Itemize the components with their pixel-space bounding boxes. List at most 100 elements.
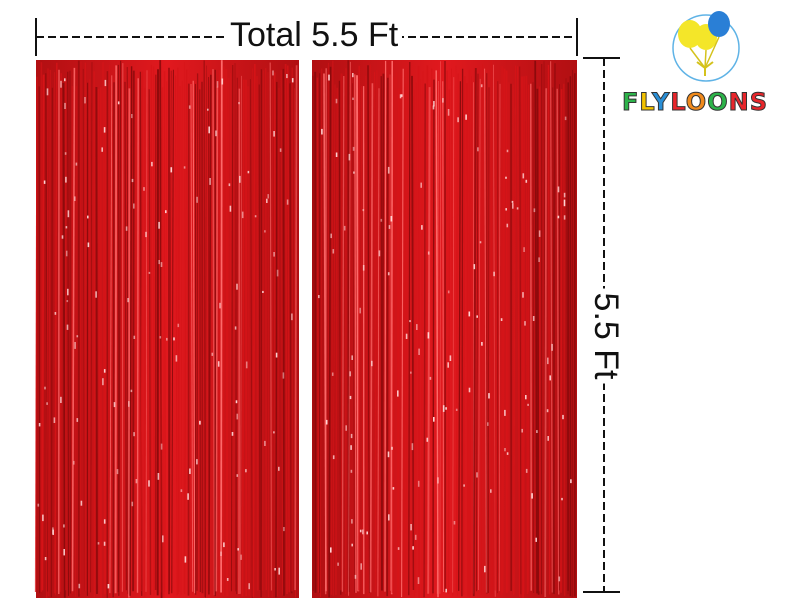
foil-sparkle <box>234 326 237 330</box>
foil-sparkle <box>189 468 191 474</box>
foil-strand <box>50 87 54 598</box>
foil-strand <box>284 63 288 595</box>
balloons-icon <box>672 11 740 82</box>
foil-sparkle <box>73 460 75 465</box>
foil-sparkle <box>87 242 90 248</box>
foil-strand <box>192 80 196 594</box>
foil-strand <box>287 65 290 593</box>
foil-strand <box>560 89 563 593</box>
foil-sparkle <box>561 497 563 501</box>
foil-sparkle <box>504 448 506 452</box>
foil-sparkle <box>387 451 390 458</box>
foil-sparkle <box>473 264 476 270</box>
foil-sparkle <box>480 84 483 88</box>
foil-strand <box>112 82 115 598</box>
foil-strands-right <box>312 60 576 598</box>
foil-sparkle <box>352 146 355 151</box>
foil-strand <box>220 60 223 593</box>
foil-sparkle <box>562 414 564 420</box>
foil-sparkle <box>505 176 507 179</box>
foil-sparkle <box>455 408 458 411</box>
foil-strand <box>316 77 320 593</box>
foil-sparkle <box>54 312 57 315</box>
foil-sparkle <box>286 199 289 205</box>
foil-sparkle <box>276 269 279 277</box>
foil-sparkle <box>78 583 81 589</box>
foil-strand <box>390 60 394 595</box>
foil-sparkle <box>447 362 449 368</box>
foil-sparkle <box>196 196 198 203</box>
foil-strand <box>536 88 540 595</box>
foil-sparkle <box>418 348 420 355</box>
foil-strand <box>348 61 351 596</box>
foil-sparkle <box>547 357 549 365</box>
foil-sparkle <box>64 102 66 109</box>
foil-sparkle <box>151 161 153 167</box>
foil-sparkle <box>564 116 567 121</box>
foil-sparkle <box>262 290 264 293</box>
foil-sparkle <box>335 98 338 104</box>
foil-sparkle <box>65 250 68 257</box>
foil-strand <box>177 85 181 595</box>
foil-sparkle <box>221 78 224 85</box>
foil-sparkle <box>264 440 266 446</box>
foil-sparkle <box>180 489 183 492</box>
foil-strand <box>432 79 435 594</box>
foil-sparkle <box>130 389 133 393</box>
foil-sparkle <box>362 209 365 212</box>
foil-sparkle <box>437 477 439 484</box>
foil-sparkle <box>76 418 79 422</box>
foil-sparkle <box>102 378 104 386</box>
foil-sparkle <box>445 407 447 410</box>
foil-sparkle <box>391 446 393 450</box>
foil-sparkle <box>46 88 49 96</box>
foil-strand <box>452 77 455 593</box>
foil-strand <box>75 86 78 597</box>
foil-sparkle <box>417 577 420 584</box>
foil-sparkle <box>160 262 163 267</box>
foil-sparkle <box>527 403 529 406</box>
foil-strand <box>262 70 264 592</box>
foil-sparkle <box>427 332 430 339</box>
foil-strand <box>159 87 164 593</box>
foil-sparkle <box>240 554 242 560</box>
foil-sparkle <box>570 479 572 484</box>
foil-sparkle <box>350 445 352 450</box>
foil-strand <box>442 81 444 593</box>
foil-strand <box>424 65 429 593</box>
foil-sparkle <box>411 443 414 451</box>
foil-sparkle <box>231 432 234 436</box>
foil-sparkle <box>60 396 62 403</box>
foil-sparkle <box>199 420 201 425</box>
foil-sparkle <box>453 521 456 525</box>
foil-strands-left <box>34 60 298 599</box>
foil-strand <box>324 68 327 595</box>
foil-strand <box>498 83 501 592</box>
foil-sparkle <box>187 493 189 500</box>
foil-sparkle <box>563 192 566 198</box>
foil-strand <box>280 70 284 595</box>
foil-strand <box>230 64 234 592</box>
foil-sparkle <box>188 105 191 109</box>
foil-strand <box>421 71 424 598</box>
foil-strand <box>356 75 360 592</box>
foil-strand <box>376 70 379 598</box>
foil-sparkle <box>286 74 288 79</box>
foil-sparkle <box>148 480 150 487</box>
foil-sparkle <box>330 233 332 239</box>
foil-strand <box>408 61 411 596</box>
foil-sparkle <box>158 260 160 265</box>
foil-sparkle <box>53 417 56 423</box>
foil-sparkle <box>75 162 78 166</box>
foil-sparkle <box>211 352 214 356</box>
foil-sparkle <box>145 231 147 238</box>
foil-sparkle <box>135 479 138 484</box>
foil-sparkle <box>335 152 338 157</box>
foil-sparkle <box>279 148 282 152</box>
foil-strand <box>171 69 174 594</box>
foil-sparkle <box>278 466 280 471</box>
foil-sparkle <box>500 318 503 321</box>
foil-sparkle <box>76 335 79 338</box>
foil-strand <box>59 73 63 592</box>
